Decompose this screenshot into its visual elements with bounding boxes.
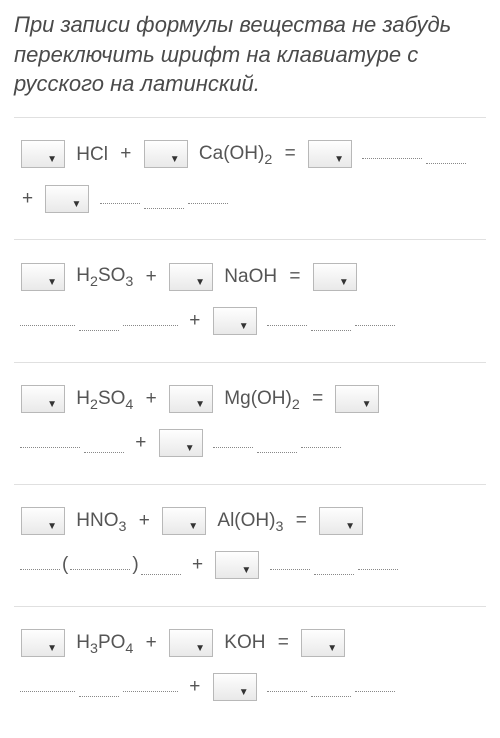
product-blank[interactable] [20, 308, 75, 326]
plus-sign: + [146, 266, 157, 287]
subscript-blank[interactable] [311, 679, 351, 697]
coef-dropdown[interactable] [169, 385, 213, 413]
reagent-h2so4: H2SO4 [76, 377, 133, 422]
plus-sign: + [22, 188, 33, 209]
product-blank[interactable] [20, 552, 60, 570]
coef-dropdown[interactable] [21, 263, 65, 291]
close-paren: ) [132, 554, 138, 575]
product-blank[interactable] [188, 186, 228, 204]
coef-dropdown[interactable] [144, 140, 188, 168]
subscript-blank[interactable] [84, 435, 124, 453]
plus-sign: + [192, 554, 203, 575]
coef-dropdown[interactable] [169, 263, 213, 291]
equals-sign: = [312, 388, 323, 409]
product-blank[interactable] [123, 308, 178, 326]
equals-sign: = [296, 510, 307, 531]
product-blank[interactable] [123, 674, 178, 692]
subscript-blank[interactable] [141, 557, 181, 575]
subscript-blank[interactable] [79, 313, 119, 331]
reagent-hno3: HNO3 [76, 499, 126, 544]
coef-dropdown[interactable] [335, 385, 379, 413]
plus-sign: + [189, 676, 200, 697]
coef-dropdown[interactable] [213, 307, 257, 335]
coef-dropdown[interactable] [308, 140, 352, 168]
coef-dropdown[interactable] [45, 185, 89, 213]
reagent-caoh2: Ca(OH)2 [199, 132, 272, 177]
equation-row-1: HCl + Ca(OH)2 = + [14, 117, 486, 239]
product-blank[interactable] [267, 674, 307, 692]
subscript-blank[interactable] [426, 146, 466, 164]
product-blank[interactable] [267, 308, 307, 326]
plus-sign: + [120, 143, 131, 164]
equation-row-4: HNO3 + Al(OH)3 = () + [14, 484, 486, 606]
product-blank[interactable] [362, 141, 422, 159]
product-blank[interactable] [355, 674, 395, 692]
subscript-blank[interactable] [311, 313, 351, 331]
product-blank[interactable] [20, 430, 80, 448]
product-blank[interactable] [355, 308, 395, 326]
product-blank[interactable] [20, 674, 75, 692]
equals-sign: = [289, 266, 300, 287]
coef-dropdown[interactable] [21, 140, 65, 168]
reagent-naoh: NaOH [224, 255, 277, 299]
coef-dropdown[interactable] [21, 385, 65, 413]
subscript-blank[interactable] [79, 679, 119, 697]
subscript-blank[interactable] [257, 435, 297, 453]
reagent-h2so3: H2SO3 [76, 254, 133, 299]
product-blank[interactable] [70, 552, 130, 570]
coef-dropdown[interactable] [21, 507, 65, 535]
plus-sign: + [146, 388, 157, 409]
coef-dropdown[interactable] [169, 629, 213, 657]
coef-dropdown[interactable] [159, 429, 203, 457]
coef-dropdown[interactable] [162, 507, 206, 535]
open-paren: ( [62, 554, 68, 575]
reagent-mgoh2: Mg(OH)2 [224, 377, 300, 422]
coef-dropdown[interactable] [319, 507, 363, 535]
equation-row-5: H3PO4 + KOH = + [14, 606, 486, 728]
equation-row-2: H2SO3 + NaOH = + [14, 239, 486, 361]
plus-sign: + [139, 510, 150, 531]
reagent-aloh3: Al(OH)3 [217, 499, 283, 544]
product-blank[interactable] [100, 186, 140, 204]
instruction-text: При записи формулы вещества не забудь пе… [14, 10, 486, 99]
reagent-koh: KOH [224, 621, 265, 665]
equals-sign: = [285, 143, 296, 164]
product-blank[interactable] [301, 430, 341, 448]
coef-dropdown[interactable] [213, 673, 257, 701]
subscript-blank[interactable] [144, 191, 184, 209]
coef-dropdown[interactable] [21, 629, 65, 657]
equals-sign: = [278, 632, 289, 653]
plus-sign: + [146, 632, 157, 653]
coef-dropdown[interactable] [313, 263, 357, 291]
subscript-blank[interactable] [314, 557, 354, 575]
plus-sign: + [189, 310, 200, 331]
coef-dropdown[interactable] [301, 629, 345, 657]
product-blank[interactable] [358, 552, 398, 570]
product-blank[interactable] [270, 552, 310, 570]
reagent-h3po4: H3PO4 [76, 621, 133, 666]
equation-row-3: H2SO4 + Mg(OH)2 = + [14, 362, 486, 484]
plus-sign: + [135, 432, 146, 453]
reagent-hcl: HCl [76, 133, 108, 177]
coef-dropdown[interactable] [215, 551, 259, 579]
product-blank[interactable] [213, 430, 253, 448]
